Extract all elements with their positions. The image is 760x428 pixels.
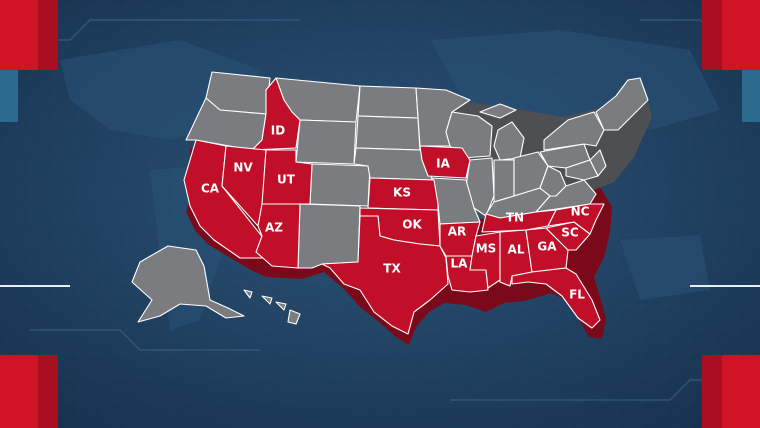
label-ga: GA	[537, 240, 557, 254]
state-new-england	[595, 77, 649, 131]
state-nc	[547, 203, 605, 235]
label-id: ID	[271, 124, 285, 138]
state-nm	[297, 203, 361, 269]
state-co	[309, 163, 371, 207]
state-ia	[419, 145, 471, 179]
frame-accent-right	[690, 0, 760, 428]
label-ar: AR	[448, 225, 467, 239]
state-md	[565, 159, 599, 181]
label-az: AZ	[265, 221, 283, 235]
state-ak	[131, 245, 245, 323]
label-sc: SC	[561, 226, 579, 240]
label-nv: NV	[233, 161, 253, 175]
label-fl: FL	[569, 288, 585, 302]
label-tn: TN	[506, 211, 524, 225]
label-ia: IA	[436, 157, 450, 171]
state-va	[535, 179, 597, 213]
label-tx: TX	[383, 262, 401, 276]
state-in	[493, 159, 515, 203]
state-fl	[511, 267, 601, 329]
state-id	[251, 77, 301, 151]
state-hi	[243, 289, 301, 325]
label-ok: OK	[402, 218, 422, 232]
state-wi	[445, 111, 493, 159]
frame-accent-left	[0, 0, 70, 428]
state-az	[255, 203, 301, 269]
state-ga	[525, 227, 569, 273]
state-wy	[295, 119, 357, 165]
state-sd	[355, 115, 421, 151]
label-ks: KS	[393, 186, 411, 200]
label-la: LA	[451, 257, 469, 271]
label-nc: NC	[571, 205, 590, 219]
state-ks	[367, 177, 439, 211]
state-de-nj	[589, 149, 607, 177]
label-al: AL	[508, 243, 525, 257]
label-ca: CA	[201, 182, 220, 196]
states	[131, 71, 649, 335]
state-labels: ID CA NV UT AZ IA KS OK TX AR LA MS AL T…	[201, 124, 590, 302]
label-ms: MS	[476, 242, 497, 256]
label-ut: UT	[277, 173, 296, 187]
state-tx	[321, 215, 449, 335]
state-ny	[543, 111, 605, 151]
state-nd	[357, 85, 419, 119]
